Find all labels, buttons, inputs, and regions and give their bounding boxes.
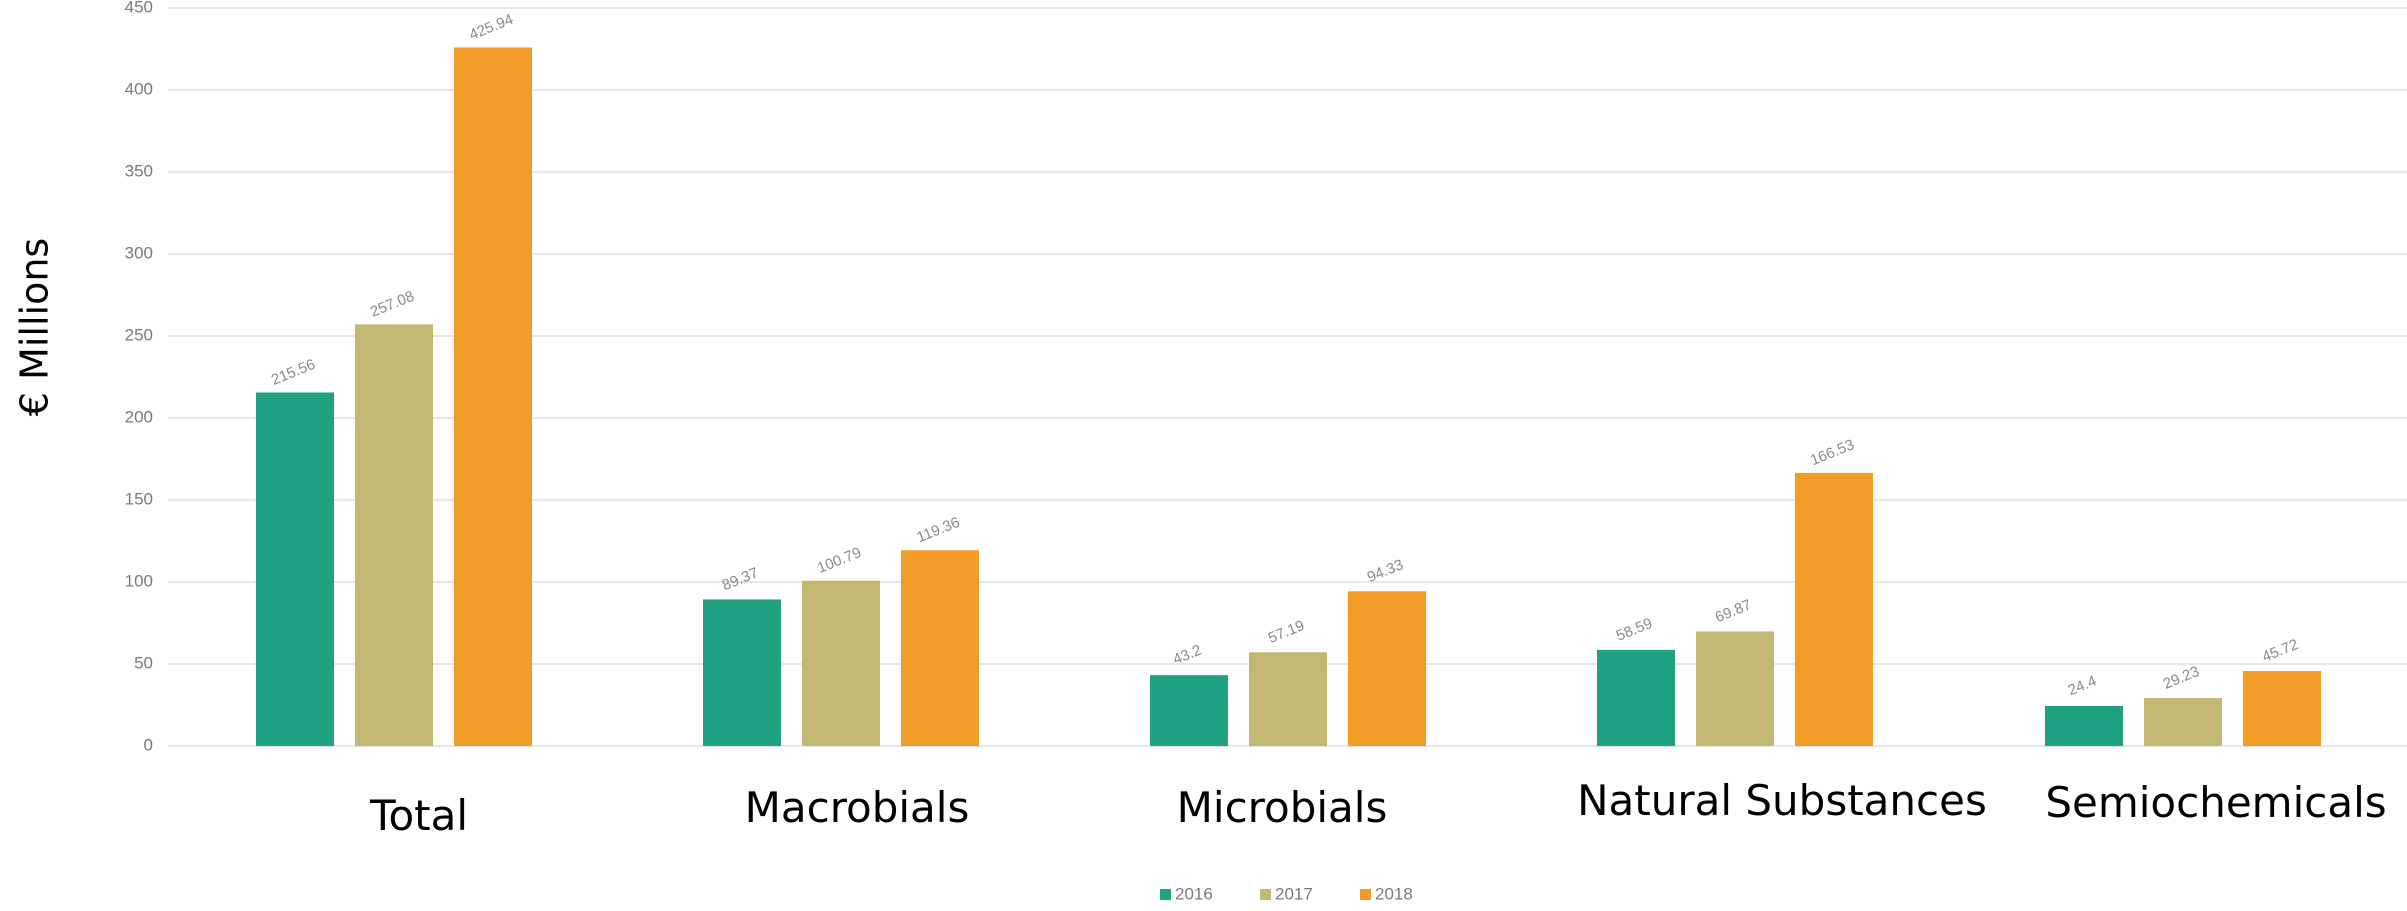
y-tick-label: 150 [125,489,153,508]
y-tick-label: 100 [125,571,153,590]
bar-2018-semiochemicals [2243,671,2321,746]
legend-swatch-2018 [1360,889,1371,900]
y-tick-label: 250 [125,325,153,344]
bar-2018-natural-substances [1795,472,1873,746]
value-label: 24.4 [2066,672,2099,699]
value-label: 89.37 [720,564,761,594]
value-label: 58.59 [1614,615,1655,645]
bar-2016-semiochemicals [2045,705,2123,746]
y-tick-label: 350 [125,161,153,180]
bar-2017-natural-substances [1696,631,1774,746]
bar-2018-microbials [1348,591,1426,746]
y-axis-ticks: 0 50 100 150 200 250 300 350 400 450 [125,0,153,754]
y-tick-label: 300 [125,243,153,262]
legend-swatch-2016 [1160,889,1171,900]
legend-label-2018: 2018 [1375,884,1413,903]
legend-swatch-2017 [1260,889,1271,900]
category-label-natural-substances: Natural Substances [1577,776,1987,825]
y-tick-label: 200 [125,407,153,426]
value-label: 425.94 [467,11,516,44]
y-tick-label: 50 [134,653,153,672]
legend: 2016 2017 2018 [1160,884,1413,903]
value-label: 215.56 [269,356,318,389]
value-label: 119.36 [914,514,962,547]
bar-2018-macrobials [901,550,979,746]
legend-label-2017: 2017 [1275,884,1313,903]
value-label: 166.53 [1808,436,1857,469]
bar-2016-microbials [1150,675,1228,746]
bar-2018-total [454,47,532,747]
value-labels: 215.5689.3743.258.5924.4257.08100.7957.1… [269,11,2301,699]
category-label-macrobials: Macrobials [745,783,970,832]
bar-2016-natural-substances [1597,649,1675,746]
y-axis-title: € Millions [13,238,57,416]
value-label: 100.79 [815,544,864,577]
y-tick-label: 450 [125,0,153,16]
grid-layer [168,7,2407,747]
value-label: 69.87 [1713,596,1754,626]
category-label-semiochemicals: Semiochemicals [2045,778,2386,827]
bar-2017-total [355,324,433,746]
legend-label-2016: 2016 [1175,884,1213,903]
category-label-microbials: Microbials [1177,783,1388,832]
y-tick-label: 400 [125,79,153,98]
bar-2016-macrobials [703,599,781,746]
bars [256,47,2321,747]
bar-2017-semiochemicals [2144,698,2222,746]
value-label: 57.19 [1266,617,1307,647]
category-label-total: Total [369,791,468,840]
bar-2016-total [256,392,334,746]
value-label: 29.23 [2161,663,2202,693]
bar-2017-macrobials [802,580,880,746]
value-label: 45.72 [2260,636,2301,666]
category-labels: Total Macrobials Microbials Natural Substan… [369,776,2387,840]
value-label: 257.08 [368,288,417,321]
y-tick-label: 0 [144,735,153,754]
bar-2017-microbials [1249,652,1327,746]
